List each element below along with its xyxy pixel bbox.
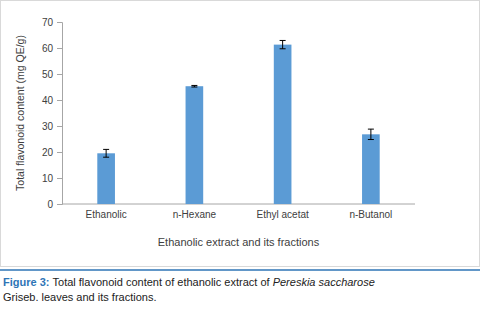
y-axis-title: Total flavonoid content (mg QE/g) <box>14 35 26 191</box>
plot-area <box>97 40 379 204</box>
error-bar <box>191 85 197 87</box>
x-tick-label: Ethyl acetat <box>256 209 308 220</box>
y-tick-label: 50 <box>42 69 54 80</box>
error-bar-cap <box>368 139 374 140</box>
chart: 0 10 20 30 40 50 60 70 Ethanolic n-Hexane Ethyl ac… <box>0 0 480 319</box>
caption-text: Griseb. leaves and its fractions. <box>3 291 156 303</box>
y-tick: 30 <box>42 121 62 132</box>
bar <box>274 45 292 204</box>
error-bar-cap <box>191 85 197 86</box>
error-bar-cap <box>103 157 109 158</box>
y-tick-mark <box>57 178 62 179</box>
error-bar-stem <box>282 40 283 48</box>
y-tick-label: 60 <box>42 43 54 54</box>
y-tick-mark <box>57 100 62 101</box>
y-tick: 60 <box>42 43 62 54</box>
caption-text: Total flavonoid content of ethanolic ext… <box>53 276 273 288</box>
error-bar-cap <box>280 40 286 41</box>
x-tick: n-Hexane <box>173 204 217 220</box>
bar <box>362 134 380 204</box>
y-tick-mark <box>57 126 62 127</box>
y-tick-label: 0 <box>47 199 53 210</box>
y-tick-label: 30 <box>42 121 54 132</box>
x-tick-label: n-Hexane <box>173 209 217 220</box>
y-axis: 0 10 20 30 40 50 60 70 <box>42 17 63 210</box>
y-tick: 70 <box>42 17 62 28</box>
error-bar-cap <box>368 129 374 130</box>
error-bar <box>368 129 374 139</box>
error-bar-stem <box>106 149 107 157</box>
x-tick-label: n-Butanol <box>349 209 392 220</box>
x-axis: Ethanolic n-Hexane Ethyl acetat n-Butanol <box>62 204 415 220</box>
y-tick-mark <box>57 48 62 49</box>
y-tick-mark <box>57 22 62 23</box>
error-bar-cap <box>191 87 197 88</box>
y-tick: 50 <box>42 69 62 80</box>
x-tick-label: Ethanolic <box>86 209 127 220</box>
chart-frame <box>1 1 480 267</box>
x-tick: n-Butanol <box>349 204 392 220</box>
caption-rule <box>0 269 480 271</box>
y-tick-mark <box>57 204 62 205</box>
caption-label: Figure 3: <box>3 276 53 288</box>
y-tick: 20 <box>42 147 62 158</box>
error-bar-cap <box>280 48 286 49</box>
y-tick-label: 20 <box>42 147 54 158</box>
caption-text: Pereskia saccharose <box>273 276 375 288</box>
y-tick: 40 <box>42 95 62 106</box>
error-bar-stem <box>370 129 371 139</box>
y-tick-label: 10 <box>42 173 54 184</box>
x-tick: Ethyl acetat <box>256 204 308 220</box>
y-tick-mark <box>57 152 62 153</box>
x-axis-title: Ethanolic extract and its fractions <box>158 236 320 248</box>
caption: Figure 3: Total flavonoid content of eth… <box>3 276 375 303</box>
y-tick: 0 <box>47 199 62 210</box>
error-bar <box>103 149 109 157</box>
y-tick-label: 40 <box>42 95 54 106</box>
x-tick: Ethanolic <box>86 204 127 220</box>
y-tick-mark <box>57 74 62 75</box>
bar <box>186 86 204 204</box>
y-axis-line <box>57 23 63 205</box>
error-bar <box>280 40 286 48</box>
bar <box>97 153 115 204</box>
y-tick-label: 70 <box>42 17 54 28</box>
error-bar-cap <box>103 149 109 150</box>
y-tick: 10 <box>42 173 62 184</box>
